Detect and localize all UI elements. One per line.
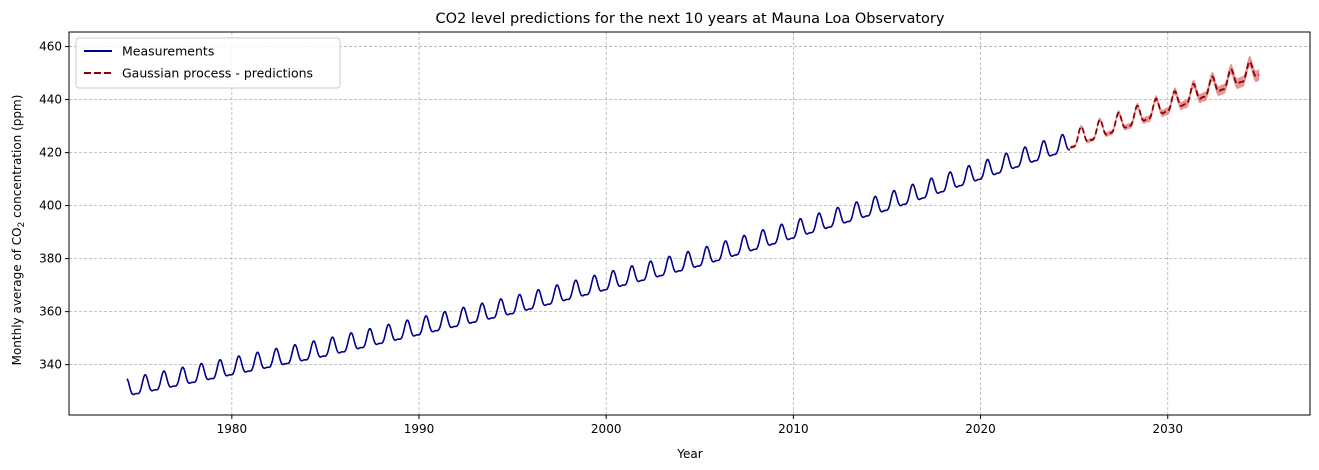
series-lines <box>126 60 1260 396</box>
x-axis-label: Year <box>676 447 702 461</box>
plot-frame <box>68 31 1311 416</box>
x-tick-label: 2030 <box>1152 422 1183 436</box>
legend-box <box>75 37 341 89</box>
prediction-uncertainty-band <box>1070 55 1260 150</box>
y-tick-label: 420 <box>39 146 62 160</box>
chart-title: CO2 level predictions for the next 10 ye… <box>436 11 945 27</box>
y-axis-label-suffix: concentration (ppm) <box>10 95 24 222</box>
x-tick-label: 1980 <box>217 422 248 436</box>
prediction-band <box>1070 55 1260 150</box>
y-axis-label: Monthly average of CO2 concentration (pp… <box>10 95 27 366</box>
y-tick-label: 360 <box>39 305 62 319</box>
x-tick-label: 2010 <box>778 422 809 436</box>
y-tick-label: 460 <box>39 40 62 54</box>
x-tick-label: 2000 <box>591 422 622 436</box>
y-tick-label: 400 <box>39 199 62 213</box>
legend-label-predictions: Gaussian process - predictions <box>122 66 313 81</box>
legend: Measurements Gaussian process - predicti… <box>75 37 341 89</box>
y-tick-label: 380 <box>39 252 62 266</box>
y-axis-label-subscript: 2 <box>17 222 27 228</box>
x-tick-label: 2020 <box>965 422 996 436</box>
legend-label-measurements: Measurements <box>122 44 214 59</box>
x-tick-label: 1990 <box>404 422 435 436</box>
y-tick-label: 340 <box>39 358 62 372</box>
y-axis-ticks: 340 360 380 400 420 440 460 <box>39 40 69 372</box>
y-axis-label-prefix: Monthly average of CO <box>10 227 24 365</box>
measurements-line <box>126 133 1071 396</box>
predictions-line <box>1069 60 1260 149</box>
x-axis-ticks: 1980 1990 2000 2010 2020 2030 <box>217 415 1183 436</box>
y-tick-label: 440 <box>39 93 62 107</box>
